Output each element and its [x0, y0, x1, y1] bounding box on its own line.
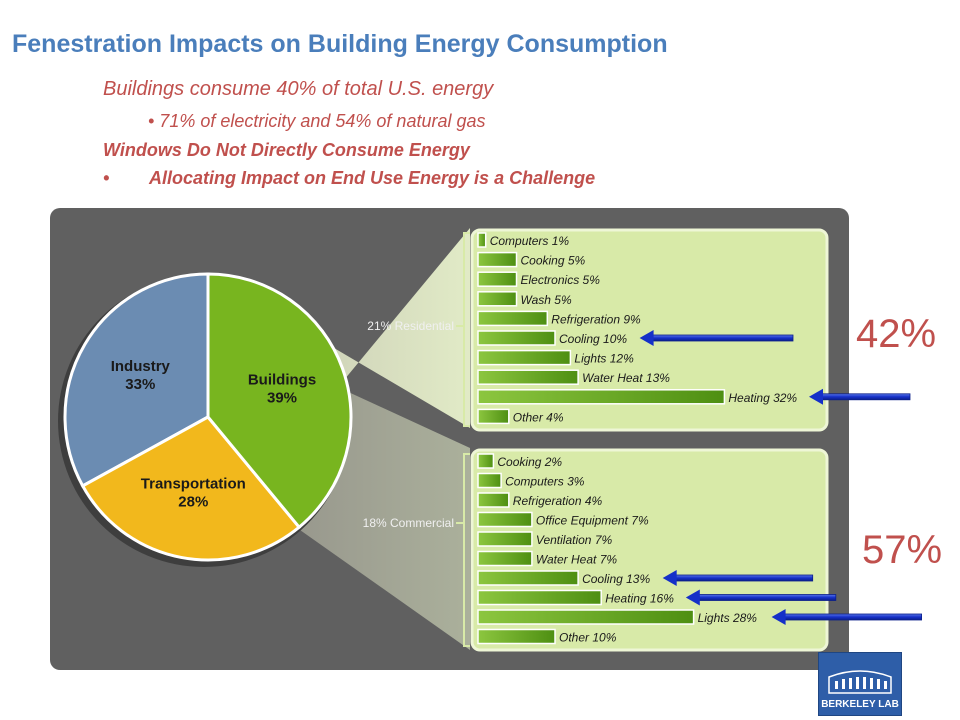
commercial-bar-cooking	[477, 453, 495, 469]
arrow-commercial-lights	[771, 609, 922, 625]
pie-labels: Industry 33% Transportation 28% Buildings 39%	[111, 358, 316, 510]
commercial-bar-label: Heating 16%	[605, 592, 674, 606]
commercial-bar-water-heat	[477, 550, 533, 567]
commercial-bracket	[463, 453, 470, 647]
energy-pie	[58, 272, 353, 567]
commercial-bar-label: Cooking 2%	[497, 455, 562, 469]
residential-bar-label: Refrigeration 9%	[551, 312, 641, 326]
commercial-bar-label: Refrigeration 4%	[513, 494, 603, 508]
residential-bar-heating	[477, 389, 726, 405]
residential-bar-electronics	[477, 271, 518, 287]
commercial-bar-label: Ventilation 7%	[536, 533, 613, 547]
pie-label-buildings: Buildings 39%	[248, 371, 316, 406]
arrow-commercial-cooling	[662, 570, 814, 586]
residential-bar-label: Electronics 5%	[521, 273, 601, 287]
commercial-bar-cooling	[477, 570, 579, 586]
residential-bar-cooling	[477, 330, 556, 346]
building-icon	[828, 670, 892, 694]
bullet: •	[103, 168, 110, 188]
berkeley-lab-logo: BERKELEY LAB	[818, 652, 902, 716]
arrow-residential-cooling	[639, 330, 794, 346]
subtitle-electricity-gas: • 71% of electricity and 54% of natural …	[148, 111, 486, 131]
commercial-bar-office-equipment	[477, 511, 533, 528]
commercial-bar-heating	[477, 589, 602, 606]
commercial-bar-computers	[477, 472, 502, 489]
residential-bracket	[463, 232, 470, 427]
commercial-bar-label: Cooling 13%	[582, 572, 650, 586]
residential-bar-computers	[477, 232, 487, 248]
residential-connector	[210, 228, 470, 428]
arrow-commercial-heating	[685, 589, 837, 606]
subtitle-windows: Windows Do Not Directly Consume Energy	[103, 140, 470, 160]
subtitle-allocating: • Allocating Impact on End Use Energy is …	[103, 168, 595, 189]
pie-slice-industry	[63, 272, 210, 488]
residential-group-label: 21% Residential	[367, 319, 454, 333]
pie-label-industry: Industry 33%	[111, 358, 171, 393]
commercial-bar-label: Other 10%	[559, 631, 617, 645]
subtitle-buildings-energy: Buildings consume 40% of total U.S. ener…	[103, 78, 494, 100]
slide-title: Fenestration Impacts on Building Energy …	[12, 30, 668, 58]
commercial-bar-label: Office Equipment 7%	[536, 514, 649, 528]
commercial-bar-refrigeration	[477, 492, 510, 508]
residential-bar-water-heat	[477, 369, 579, 385]
commercial-bar-label: Lights 28%	[698, 611, 758, 625]
end-use-bars: Computers 1% Cooking 5% Electronics 5% Wash…	[477, 232, 797, 645]
commercial-group-label: 18% Commercial	[363, 516, 454, 530]
residential-bar-cooking	[477, 251, 518, 268]
residential-bar-label: Wash 5%	[521, 293, 572, 307]
group-brackets: 21% Residential 18% Commercial	[363, 232, 470, 647]
pie-label-transportation: Transportation 28%	[141, 475, 246, 510]
commercial-callout: 57%	[862, 528, 943, 572]
pie-slice-transportation	[80, 415, 302, 562]
logo-text: BERKELEY LAB	[821, 699, 899, 710]
subtitle-allocating-text: Allocating Impact on End Use Energy is a…	[149, 168, 596, 188]
residential-bar-label: Cooling 10%	[559, 332, 627, 346]
commercial-bar-ventilation	[477, 531, 533, 547]
residential-bar-label: Cooking 5%	[521, 254, 586, 268]
residential-bar-other	[477, 408, 510, 425]
residential-bar-label: Heating 32%	[728, 391, 797, 405]
arrow-residential-heating	[809, 388, 911, 405]
commercial-bar-lights	[477, 609, 695, 625]
commercial-bar-label: Water Heat 7%	[536, 553, 617, 567]
residential-bar-label: Other 4%	[513, 410, 564, 424]
pie-slice-buildings	[206, 272, 353, 530]
residential-bar-wash	[477, 291, 518, 307]
callout-arrows	[639, 330, 922, 625]
residential-bar-label: Computers 1%	[490, 234, 570, 248]
residential-bar-label: Lights 12%	[574, 352, 634, 366]
residential-bar-refrigeration	[477, 310, 549, 327]
residential-bar-lights	[477, 349, 572, 366]
residential-callout: 42%	[856, 312, 937, 356]
commercial-bar-label: Computers 3%	[505, 475, 585, 489]
commercial-bar-other	[477, 628, 556, 645]
residential-bar-label: Water Heat 13%	[582, 371, 670, 385]
